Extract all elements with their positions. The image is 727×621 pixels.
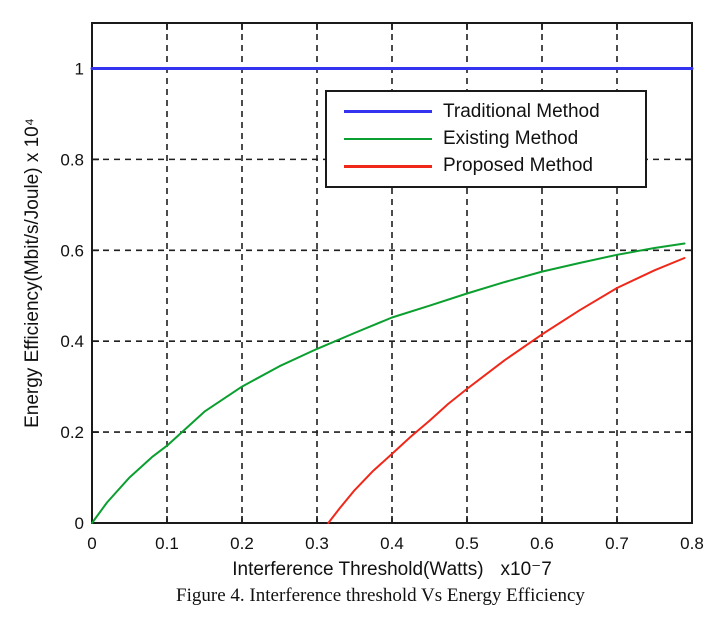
x-axis-label-text: Interference Threshold(Watts) (232, 559, 484, 580)
y-tick-label: 0.6 (60, 241, 84, 260)
legend-label-existing: Existing Method (443, 127, 579, 149)
legend: Traditional Method Existing Method Propo… (325, 90, 647, 188)
x-tick-label: 0.7 (605, 534, 629, 553)
y-tick-label: 0.4 (60, 332, 84, 351)
y-tick-label: 0.8 (60, 150, 84, 169)
legend-item-proposed: Proposed Method (344, 155, 645, 177)
x-tick-label: 0.5 (455, 534, 479, 553)
legend-item-existing: Existing Method (344, 128, 645, 150)
legend-line-sample-proposed (344, 165, 432, 168)
x-tick-label: 0.6 (530, 534, 554, 553)
y-tick-label: 0.2 (60, 423, 84, 442)
x-tick-label: 0.8 (680, 534, 704, 553)
series-line-existing-method (91, 242, 686, 524)
legend-label-proposed: Proposed Method (443, 155, 593, 177)
x-tick-label: 0 (87, 534, 96, 553)
y-axis-label: Energy Efficiency(Mbit/s/Joule) x 10⁴ (22, 118, 43, 428)
x-tick-label: 0.1 (155, 534, 179, 553)
legend-line-sample-existing (344, 137, 432, 141)
y-tick-label: 0 (75, 514, 84, 533)
series-line-proposed-method (327, 257, 686, 524)
legend-item-traditional: Traditional Method (344, 101, 645, 123)
legend-label-traditional: Traditional Method (443, 100, 600, 122)
x-axis-label: Interference Threshold(Watts) x10⁻7 (92, 558, 692, 581)
y-tick-label: 1 (75, 59, 84, 78)
x-tick-label: 0.3 (305, 534, 329, 553)
x-tick-label: 0.4 (380, 534, 404, 553)
x-tick-label: 0.2 (230, 534, 254, 553)
legend-line-sample-traditional (344, 110, 432, 114)
x-axis-multiplier: x10⁻7 (500, 559, 552, 580)
figure-caption: Figure 4. Interference threshold Vs Ener… (176, 585, 585, 606)
